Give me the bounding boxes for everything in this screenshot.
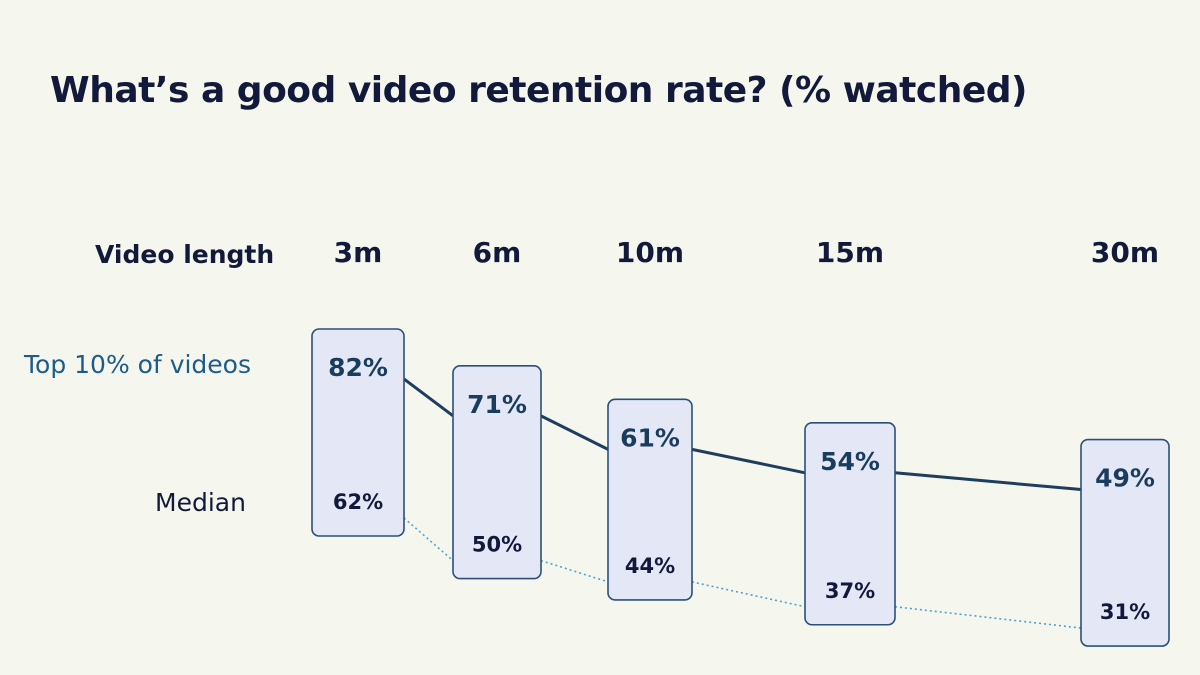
x-tick-label: 3m (334, 236, 383, 269)
median-value-label: 31% (1100, 600, 1150, 624)
top-value-label: 71% (467, 390, 527, 419)
range-box (311, 328, 405, 537)
top-series-label: Top 10% of videos (24, 350, 252, 379)
range-box (1080, 438, 1170, 647)
chart-title: What’s a good video retention rate? (% w… (50, 70, 1027, 111)
range-box (452, 365, 542, 580)
top-value-label: 49% (1095, 464, 1155, 493)
median-series-label: Median (155, 488, 246, 517)
median-value-label: 50% (472, 533, 522, 557)
median-value-label: 62% (333, 490, 383, 514)
top-value-label: 54% (820, 447, 880, 476)
median-value-label: 37% (825, 579, 875, 603)
x-tick-label: 6m (473, 236, 522, 269)
median-value-label: 44% (625, 554, 675, 578)
x-tick-label: 30m (1091, 236, 1159, 269)
top-value-label: 82% (328, 353, 388, 382)
x-axis-header: Video length (95, 240, 275, 269)
range-box (607, 398, 693, 601)
median-series-line (403, 517, 1082, 629)
top-series-line (403, 377, 1082, 492)
range-box (804, 421, 896, 626)
x-tick-label: 10m (616, 236, 684, 269)
x-tick-label: 15m (816, 236, 884, 269)
top-value-label: 61% (620, 423, 680, 452)
